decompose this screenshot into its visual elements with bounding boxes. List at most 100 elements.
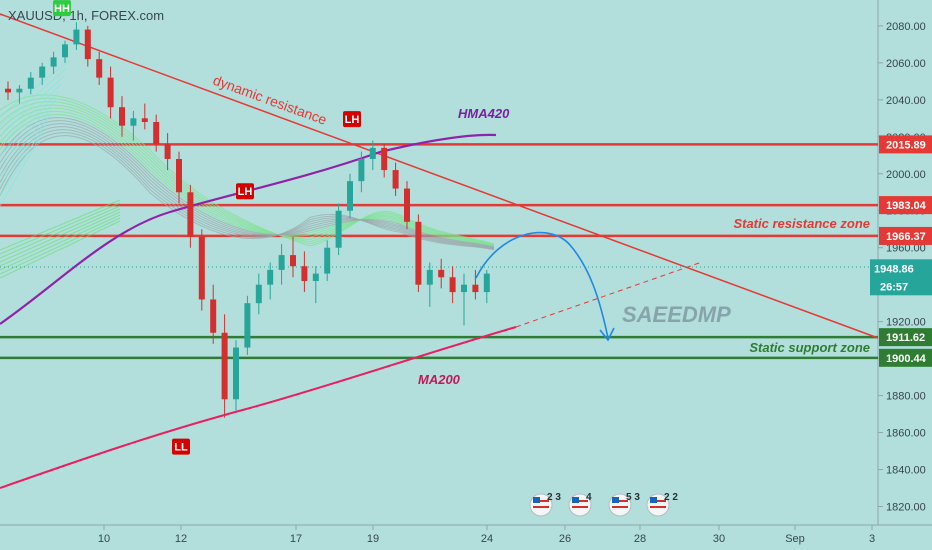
y-tick-label: 1960.00 (886, 243, 926, 255)
ribbon-fill-line (0, 83, 62, 147)
swing-tag-label: HH (54, 3, 70, 15)
candle-body (335, 210, 342, 248)
candle-body (244, 303, 251, 348)
y-tick-label: 2000.00 (886, 169, 926, 181)
event-badge-count: 2 3 (547, 492, 561, 503)
time-axis: 10 12 17 19 24 26 28 30 Sep 3 (98, 525, 875, 545)
level-price-tag (879, 226, 932, 245)
current-price-tag (870, 259, 932, 296)
flag-canton (650, 497, 657, 503)
current-price-label: 1948.86 (874, 263, 914, 275)
watermark: SAEEDMP (622, 302, 731, 327)
candle-body (50, 57, 57, 67)
ma200-line (0, 326, 517, 489)
level-price-label: 1911.62 (886, 332, 925, 344)
swing-tag-label: LH (345, 114, 360, 126)
candle-body (255, 284, 262, 304)
ribbon-fill-line (0, 202, 121, 255)
x-tick-label: 3 (869, 533, 875, 545)
projection-arrowhead-icon (599, 327, 615, 342)
candle-body (278, 255, 285, 270)
ribbon-line (0, 94, 495, 247)
ma200-projection-line (515, 261, 703, 328)
level-price-tag (879, 328, 932, 347)
x-tick-label: 28 (634, 533, 646, 545)
candle-body (426, 269, 433, 285)
levels-layer (0, 143, 878, 360)
candle-body (324, 247, 331, 274)
ribbon-line (0, 135, 495, 251)
candle-body (381, 147, 388, 171)
y-tick-label: 1840.00 (886, 465, 926, 477)
static-resistance-label: Static resistance zone (733, 216, 870, 231)
level-price-tag (879, 348, 932, 367)
countdown-label: 26:57 (880, 281, 908, 293)
ribbon-fill-line (0, 131, 44, 207)
x-tick-label: 19 (367, 533, 379, 545)
y-tick-label: 2080.00 (886, 21, 926, 33)
candles-layer (5, 22, 490, 418)
event-badges: 2 3 4 5 3 2 2 (529, 492, 678, 517)
candle-body (119, 107, 125, 126)
candle-body (312, 273, 319, 281)
flag-stripe (612, 506, 628, 508)
flag-canton (533, 497, 540, 503)
level-price-label: 2015.89 (886, 139, 926, 151)
swing-tag-label: LL (174, 442, 188, 454)
candle-body (73, 29, 80, 45)
candle-body (153, 122, 160, 145)
swing-tag-box (172, 438, 190, 455)
ribbon-fill-line (0, 115, 50, 187)
plot-background (0, 0, 878, 525)
y-tick-label: 2060.00 (886, 58, 926, 70)
candle-body (221, 332, 228, 400)
candle-body (210, 299, 217, 333)
candle-body (404, 188, 410, 222)
ribbon-fill-line (0, 208, 121, 263)
candle-body (141, 118, 148, 123)
swing-tag-box (236, 183, 254, 200)
y-tick-label: 1880.00 (886, 391, 926, 403)
x-tick-label: 24 (481, 533, 493, 545)
ribbon-fill-line (0, 123, 47, 197)
ribbon-fill-line (0, 199, 121, 251)
level-price-label: 1966.37 (886, 231, 926, 243)
level-price-tag (879, 135, 932, 154)
candle-body (96, 59, 103, 78)
ribbon-line (0, 97, 495, 245)
price-axis: 1820.001840.001860.001880.001900.001920.… (870, 21, 932, 514)
candle-body (198, 236, 205, 300)
flag-canton (572, 497, 579, 503)
flag-stripe (612, 500, 628, 502)
level-price-label: 1900.44 (886, 353, 927, 365)
ribbon-fill-line (0, 99, 56, 167)
swing-tag-box (343, 111, 361, 128)
candle-body (16, 88, 23, 93)
level-price-label: 1983.04 (886, 200, 927, 212)
event-badge-count: 4 (586, 492, 592, 503)
dynamic-resistance-line[interactable] (0, 13, 879, 339)
ribbon-fill-line (0, 67, 68, 127)
candle-body (187, 192, 194, 237)
flag-stripe (572, 506, 588, 508)
ribbon-fill-line (0, 211, 121, 267)
x-tick-label: 26 (559, 533, 571, 545)
candle-body (164, 144, 171, 159)
ribbon-fill-line (0, 91, 59, 157)
y-tick-label: 1820.00 (886, 502, 926, 514)
x-tick-label: Sep (785, 533, 805, 545)
candle-body (301, 266, 308, 281)
ribbon-fill-line (0, 205, 121, 259)
x-tick-label: 12 (175, 533, 187, 545)
candle-body (39, 66, 46, 78)
ribbon-fill-line (0, 75, 65, 137)
candle-body (84, 29, 91, 60)
flag-stripe (533, 506, 549, 508)
y-tick-label: 1860.00 (886, 428, 926, 440)
candle-body (369, 147, 376, 159)
ribbon-fill-line (0, 214, 121, 271)
candle-body (392, 170, 399, 189)
candle-body (290, 255, 296, 267)
